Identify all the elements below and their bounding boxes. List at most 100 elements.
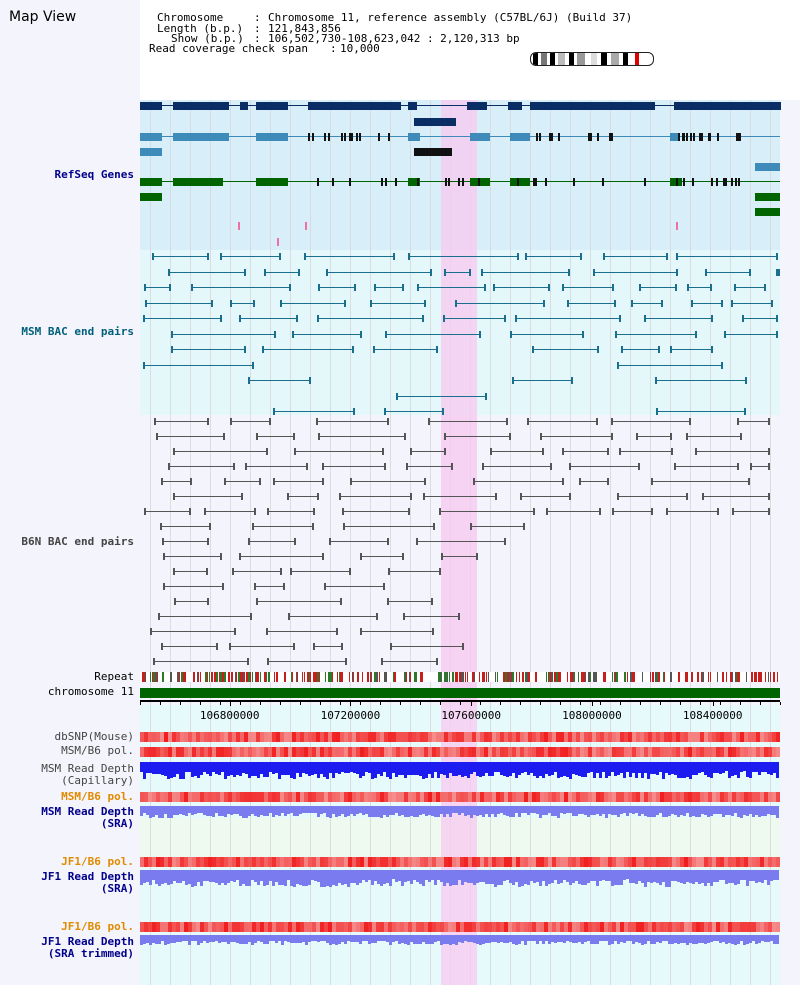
dbsnp-heat[interactable]	[140, 732, 780, 742]
refseq-gene-6-exon[interactable]	[462, 178, 465, 186]
refseq-gene-3-exon[interactable]	[140, 133, 162, 141]
msm-bac-end[interactable]	[630, 299, 633, 307]
b6n-bac-end[interactable]	[438, 568, 441, 575]
b6n-bac-end[interactable]	[686, 493, 689, 500]
refseq-gene-6-exon[interactable]	[385, 178, 388, 186]
b6n-bac-pair-line[interactable]	[161, 541, 210, 542]
msm-bac-pair-line[interactable]	[655, 411, 747, 412]
b6n-bac-end[interactable]	[328, 538, 331, 545]
refseq-gene-3-exon[interactable]	[699, 133, 702, 141]
refseq-gene-3-exon[interactable]	[344, 133, 347, 141]
msm-bac-end[interactable]	[407, 253, 410, 260]
b6n-bac-end[interactable]	[616, 493, 619, 500]
msm-bac-pair-line[interactable]	[562, 287, 614, 288]
b6n-bac-end[interactable]	[248, 538, 251, 545]
msm-bac-pair-line[interactable]	[171, 349, 247, 350]
b6n-bac-pair-line[interactable]	[313, 646, 344, 647]
refseq-gene-6-exon[interactable]	[348, 178, 351, 186]
msm-bac-pair-line[interactable]	[676, 256, 778, 257]
msm-bac-end[interactable]	[244, 346, 247, 353]
msm-bac-end[interactable]	[615, 330, 618, 338]
msm-bac-end[interactable]	[705, 268, 708, 276]
b6n-bac-end[interactable]	[409, 448, 412, 455]
msm-bac-end[interactable]	[247, 377, 250, 384]
b6n-bac-end[interactable]	[422, 493, 425, 500]
b6n-bac-end[interactable]	[162, 583, 165, 590]
b6n-bac-end[interactable]	[702, 493, 705, 500]
refseq-gene-1-exon[interactable]	[674, 102, 781, 110]
b6n-bac-end[interactable]	[223, 433, 226, 440]
b6n-bac-pair-line[interactable]	[380, 661, 439, 662]
msm-bac-end[interactable]	[443, 315, 446, 322]
b6n-bac-pair-line[interactable]	[339, 496, 413, 497]
track-label-b6n-bac[interactable]: B6N BAC end pairs	[21, 535, 134, 548]
refseq-gene-1-exon[interactable]	[308, 102, 401, 110]
msm-bac-end[interactable]	[580, 253, 583, 260]
msm-bac-end[interactable]	[481, 268, 484, 276]
msm-bac-end[interactable]	[298, 268, 301, 276]
msm-bac-end[interactable]	[325, 268, 328, 276]
b6n-bac-end[interactable]	[494, 493, 497, 500]
b6n-bac-end[interactable]	[670, 433, 673, 440]
msm-bac-pair-line[interactable]	[511, 380, 574, 381]
msm-bac-end[interactable]	[151, 253, 154, 260]
msm-bac-end[interactable]	[660, 299, 663, 307]
msm-bac-end[interactable]	[531, 346, 534, 353]
b6n-bac-pair-line[interactable]	[568, 466, 640, 467]
msm-bac-end[interactable]	[593, 268, 596, 276]
msm-bac-end[interactable]	[441, 408, 444, 415]
refseq-gene-3-exon[interactable]	[610, 133, 613, 141]
jf1-b6-pol-trimmed-heat[interactable]	[140, 922, 780, 932]
b6n-bac-end[interactable]	[650, 478, 653, 485]
msm-bac-pair-line[interactable]	[630, 302, 663, 304]
refseq-gene-1-exon[interactable]	[467, 102, 487, 110]
b6n-bac-end[interactable]	[209, 523, 212, 530]
b6n-bac-end[interactable]	[160, 643, 163, 650]
msm-bac-pair-line[interactable]	[229, 302, 256, 304]
b6n-bac-end[interactable]	[245, 463, 248, 470]
b6n-bac-pair-line[interactable]	[293, 451, 385, 452]
msm-bac-end[interactable]	[263, 268, 266, 276]
msm-bac-end[interactable]	[511, 377, 514, 384]
msm-bac-end[interactable]	[393, 253, 396, 260]
msm-bac-end[interactable]	[484, 392, 487, 400]
b6n-bac-pair-line[interactable]	[415, 541, 507, 542]
msm-bac-end[interactable]	[220, 253, 223, 260]
b6n-bac-pair-line[interactable]	[349, 481, 427, 482]
msm-bac-pair-line[interactable]	[531, 349, 599, 350]
b6n-bac-pair-line[interactable]	[519, 496, 571, 497]
b6n-bac-pair-line[interactable]	[173, 601, 210, 602]
refseq-gene-6-exon[interactable]	[573, 178, 576, 186]
b6n-bac-end[interactable]	[457, 613, 460, 620]
b6n-bac-end[interactable]	[229, 418, 232, 425]
refseq-marker[interactable]	[305, 222, 307, 230]
b6n-bac-end[interactable]	[167, 463, 170, 470]
msm-bac-end[interactable]	[435, 346, 438, 353]
msm-bac-end[interactable]	[744, 408, 747, 415]
b6n-bac-end[interactable]	[740, 433, 743, 440]
msm-bac-end[interactable]	[359, 330, 362, 338]
b6n-bac-end[interactable]	[143, 508, 146, 515]
b6n-bac-end[interactable]	[233, 463, 236, 470]
b6n-bac-end[interactable]	[737, 418, 740, 425]
refseq-gene-3-exon[interactable]	[588, 133, 591, 141]
msm-bac-pair-line[interactable]	[733, 287, 767, 288]
b6n-bac-end[interactable]	[428, 418, 431, 425]
b6n-bac-end[interactable]	[550, 463, 553, 470]
b6n-bac-end[interactable]	[161, 538, 164, 545]
b6n-bac-end[interactable]	[748, 478, 751, 485]
msm-bac-pair-line[interactable]	[481, 271, 570, 273]
refseq-gene-6-exon[interactable]	[735, 178, 738, 186]
b6n-bac-end[interactable]	[410, 493, 413, 500]
msm-bac-end[interactable]	[582, 330, 585, 338]
b6n-bac-end[interactable]	[156, 433, 159, 440]
msm-bac-end[interactable]	[721, 299, 724, 307]
b6n-bac-end[interactable]	[443, 433, 446, 440]
b6n-bac-pair-line[interactable]	[578, 481, 609, 482]
msm-bac-end[interactable]	[429, 268, 432, 276]
track-label-jf1-b6-pol-trimmed[interactable]: JF1/B6 pol.	[61, 920, 134, 933]
b6n-bac-end[interactable]	[341, 643, 344, 650]
b6n-bac-end[interactable]	[259, 478, 262, 485]
b6n-bac-end[interactable]	[768, 418, 770, 425]
msm-bac-end[interactable]	[695, 330, 698, 338]
